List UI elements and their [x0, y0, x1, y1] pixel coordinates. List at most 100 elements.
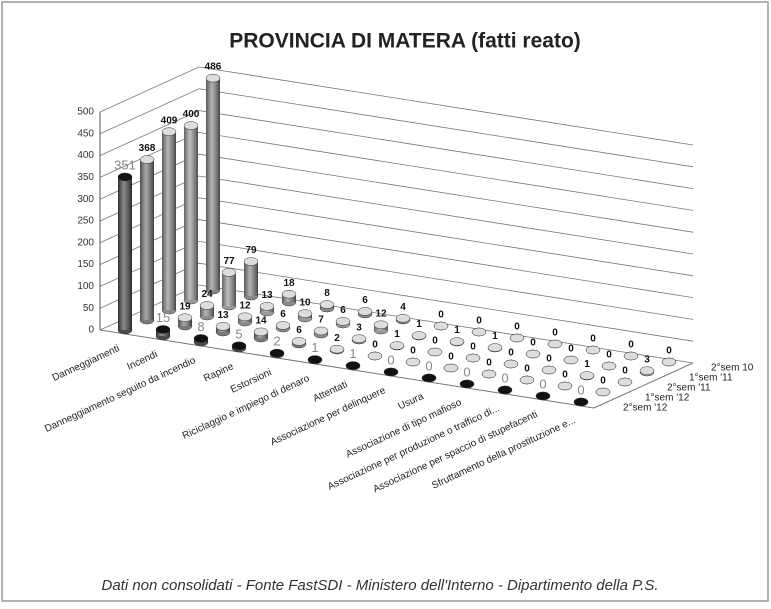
value-label: 13	[261, 290, 273, 301]
bar	[498, 386, 512, 394]
value-label: 1	[416, 319, 422, 330]
bar	[460, 380, 474, 388]
value-label: 6	[280, 309, 286, 320]
value-label: 0	[539, 376, 546, 391]
value-label: 0	[448, 352, 454, 363]
bar	[548, 340, 562, 348]
bar	[542, 366, 556, 374]
value-label: 0	[552, 328, 558, 339]
bar	[510, 334, 524, 342]
value-label: 486	[205, 62, 222, 73]
bar	[244, 258, 258, 300]
value-label: 8	[324, 288, 330, 299]
bar	[466, 354, 480, 362]
y-tick-label: 0	[88, 325, 94, 336]
bar	[488, 344, 502, 352]
value-label: 5	[235, 326, 242, 341]
bar	[434, 322, 448, 330]
value-label: 6	[340, 305, 346, 316]
value-label: 6	[362, 295, 368, 306]
bar	[444, 364, 458, 372]
bar	[352, 335, 366, 344]
value-label: 19	[179, 301, 191, 312]
bar	[368, 352, 382, 360]
value-label: 4	[400, 302, 406, 313]
footer: Dati non consolidati - Fonte FastSDI - M…	[101, 577, 658, 594]
y-tick-label: 150	[77, 259, 94, 270]
value-label: 1	[492, 331, 498, 342]
value-label: 18	[283, 278, 295, 289]
bar	[422, 374, 436, 382]
bar	[222, 268, 236, 310]
value-label: 0	[590, 334, 596, 345]
bar	[558, 382, 572, 390]
value-label: 0	[438, 310, 444, 321]
bar	[406, 358, 420, 366]
bar	[308, 356, 322, 364]
value-label: 0	[410, 346, 416, 357]
bar	[536, 392, 550, 400]
bar	[596, 388, 610, 396]
value-label: 12	[375, 308, 387, 319]
bar	[482, 370, 496, 378]
value-label: 6	[296, 325, 302, 336]
bar	[640, 367, 654, 376]
bar	[330, 345, 344, 354]
bar	[428, 348, 442, 356]
bar	[206, 74, 220, 294]
bar	[602, 362, 616, 370]
bar	[358, 307, 372, 318]
value-label: 15	[156, 310, 170, 325]
value-label: 351	[114, 157, 136, 172]
y-tick-label: 250	[77, 216, 94, 227]
bar	[162, 128, 176, 314]
bar	[586, 346, 600, 354]
value-label: 3	[644, 354, 650, 365]
bar	[320, 301, 334, 312]
value-label: 0	[463, 364, 470, 379]
bar	[504, 360, 518, 368]
bar	[292, 337, 306, 348]
bar	[238, 313, 252, 326]
value-label: 24	[201, 289, 213, 300]
bar	[336, 317, 350, 328]
bar	[346, 362, 360, 370]
bar	[216, 322, 230, 336]
value-label: 2	[334, 333, 340, 344]
bar	[232, 342, 246, 352]
value-label: 12	[239, 300, 251, 311]
value-label: 409	[161, 115, 178, 126]
value-label: 0	[577, 382, 584, 397]
bar	[260, 302, 274, 316]
value-label: 2	[273, 334, 280, 349]
value-label: 1	[349, 346, 356, 361]
bar	[526, 350, 540, 358]
value-label: 0	[387, 352, 394, 367]
y-tick-label: 100	[77, 281, 94, 292]
value-label: 0	[524, 364, 530, 375]
value-label: 0	[530, 338, 536, 349]
value-label: 0	[432, 336, 438, 347]
value-label: 1	[584, 359, 590, 370]
bar	[574, 398, 588, 406]
bar	[374, 321, 388, 334]
y-tick-label: 400	[77, 150, 94, 161]
value-label: 0	[425, 358, 432, 373]
bar	[412, 332, 426, 340]
bar	[396, 314, 410, 324]
bar	[520, 376, 534, 384]
y-tick-label: 500	[77, 107, 94, 118]
value-label: 7	[318, 315, 324, 326]
bar	[580, 372, 594, 380]
value-label: 0	[600, 376, 606, 387]
bar	[384, 368, 398, 376]
value-label: 79	[245, 245, 257, 256]
value-label: 3	[356, 322, 362, 333]
bar	[282, 290, 296, 306]
bar	[184, 122, 198, 304]
value-label: 0	[546, 354, 552, 365]
bar	[390, 342, 404, 350]
bar	[564, 356, 578, 364]
bar	[118, 173, 132, 334]
